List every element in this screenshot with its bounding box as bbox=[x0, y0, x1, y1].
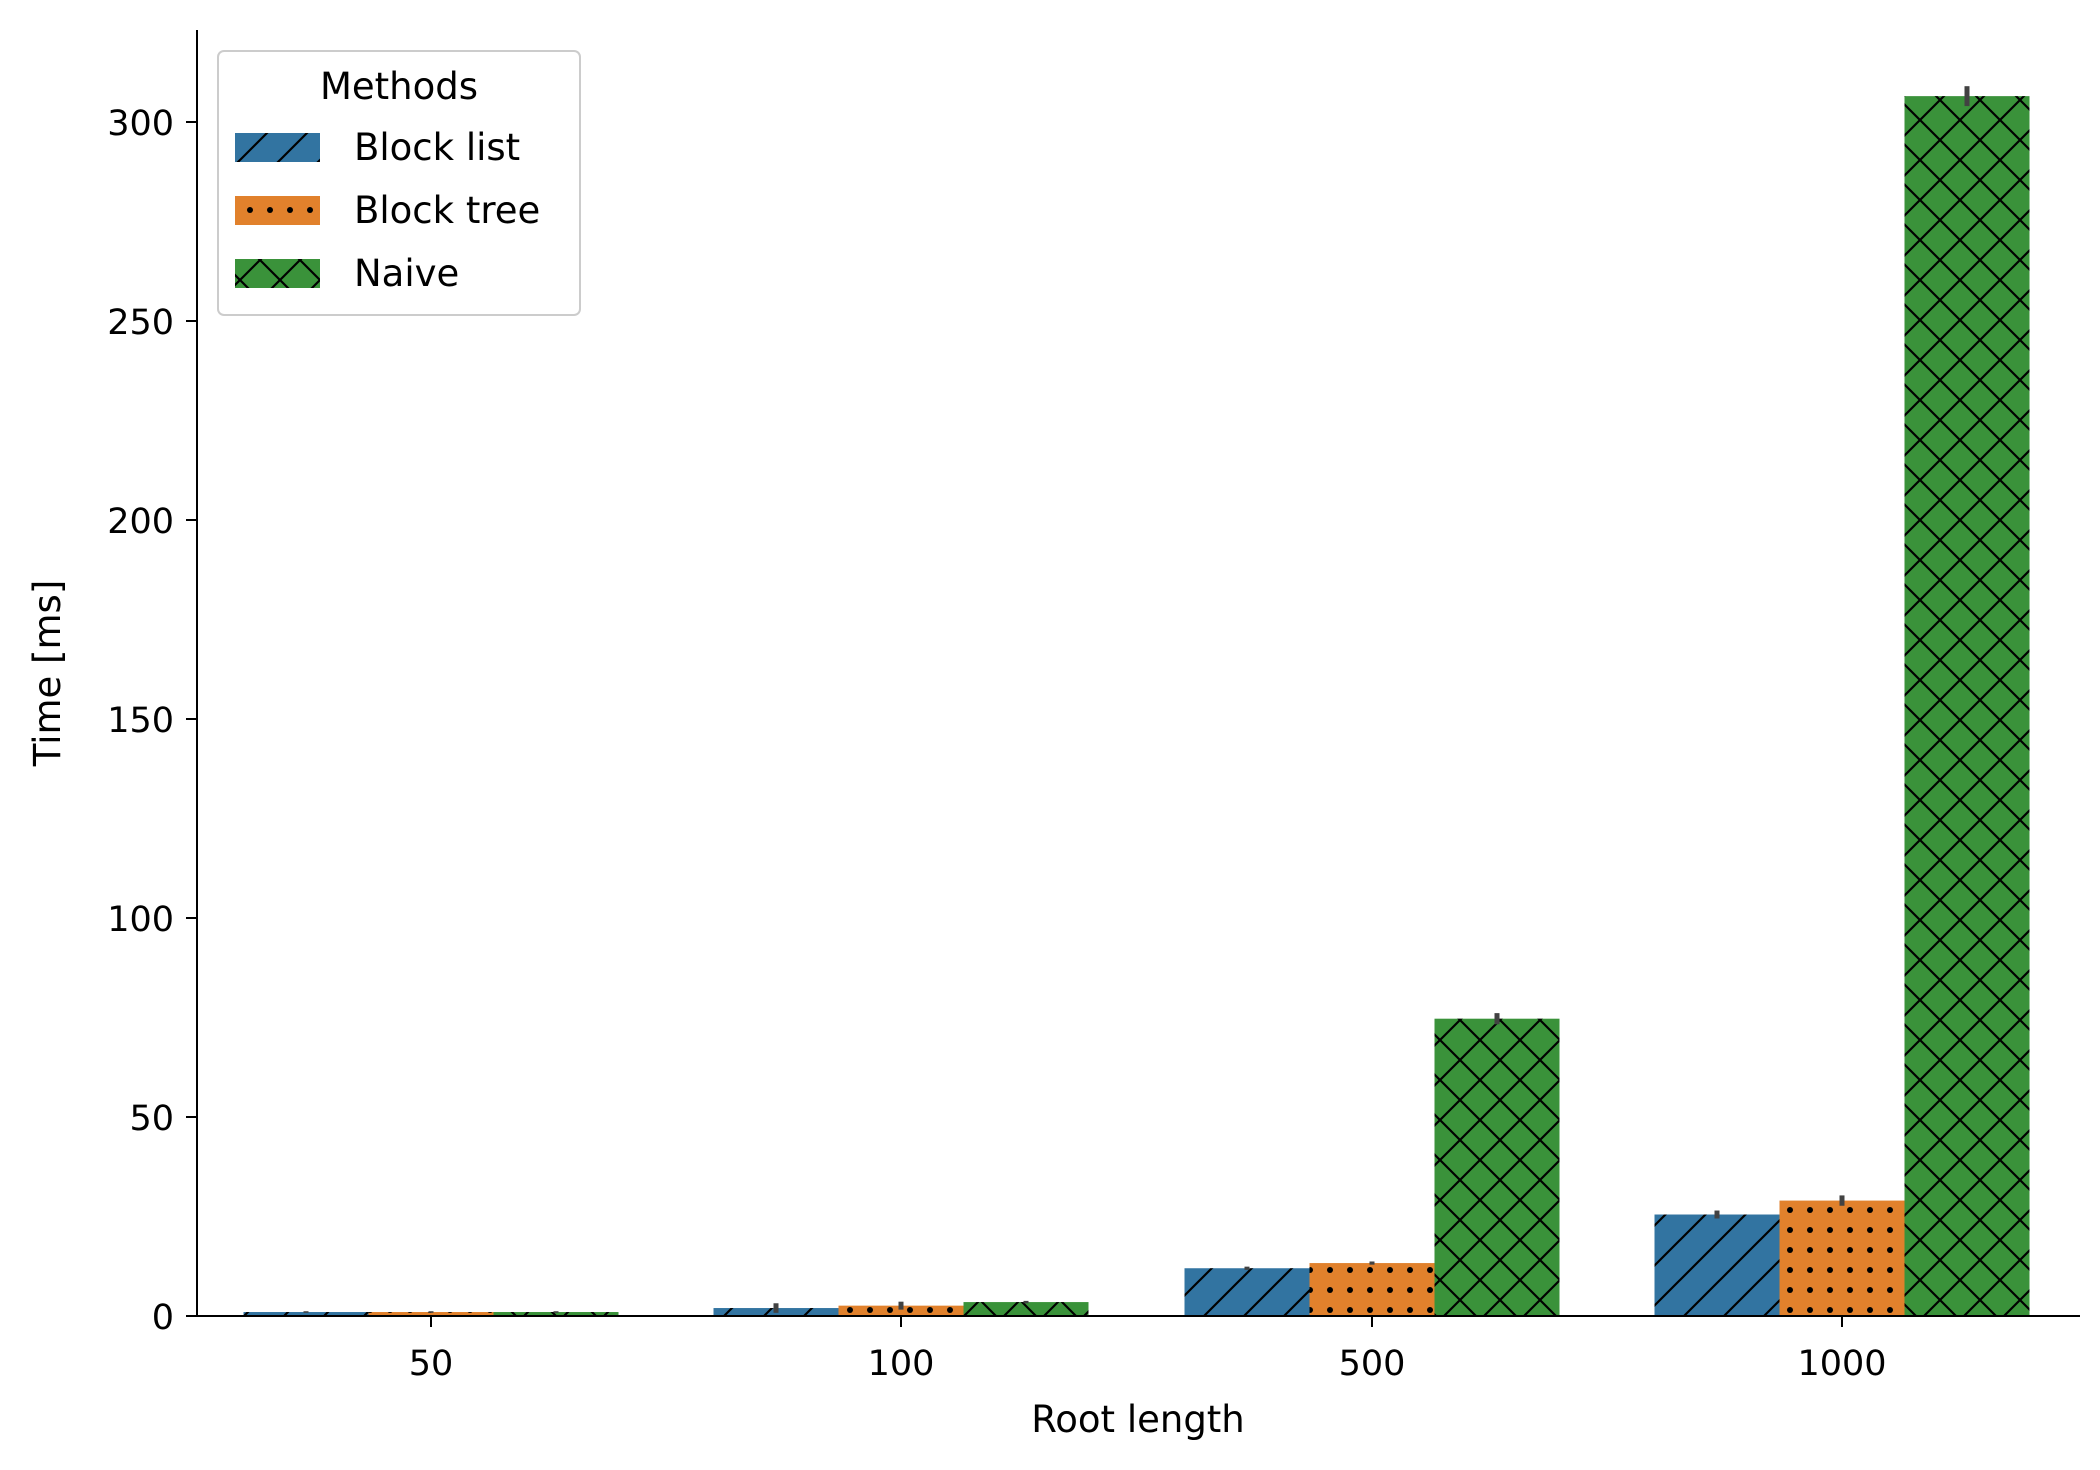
y-tick-label: 200 bbox=[107, 502, 174, 542]
legend-swatch-hatch bbox=[235, 133, 320, 162]
legend-swatch-hatch bbox=[235, 259, 320, 288]
bar-block-list-500 bbox=[1184, 1268, 1310, 1316]
x-ticks: 50 100 500 1000 bbox=[409, 1316, 1887, 1384]
bar-hatch bbox=[1654, 1214, 1780, 1316]
bar-hatch bbox=[1779, 1200, 1905, 1316]
bar-hatch bbox=[1904, 96, 2030, 1316]
y-tick-label: 300 bbox=[107, 104, 174, 144]
y-axis-label: Time [ms] bbox=[26, 580, 69, 768]
legend-frame bbox=[217, 50, 581, 316]
bar-naive-50 bbox=[493, 1312, 619, 1316]
bar-naive-1000 bbox=[1904, 96, 2030, 1316]
x-tick-label: 500 bbox=[1339, 1344, 1406, 1384]
bar-hatch bbox=[838, 1305, 964, 1316]
bar-naive-100 bbox=[963, 1302, 1089, 1316]
legend-label: Naive bbox=[354, 252, 459, 295]
bar-block-tree-1000 bbox=[1779, 1200, 1905, 1316]
legend-item-block-list: Block list bbox=[235, 126, 520, 169]
bar-hatch bbox=[243, 1312, 369, 1316]
legend-item-naive: Naive bbox=[235, 252, 459, 295]
y-tick-label: 250 bbox=[107, 303, 174, 343]
legend-label: Block list bbox=[354, 126, 520, 169]
x-axis-label: Root length bbox=[1031, 1398, 1245, 1441]
x-tick-label: 1000 bbox=[1797, 1344, 1886, 1384]
error-bars-layer bbox=[303, 86, 1970, 1313]
bar-block-list-50 bbox=[243, 1312, 369, 1316]
x-tick-label: 50 bbox=[409, 1344, 454, 1384]
legend-title: Methods bbox=[320, 65, 478, 108]
y-tick-label: 100 bbox=[107, 900, 174, 940]
bar-hatch bbox=[1309, 1263, 1435, 1316]
bar-block-tree-500 bbox=[1309, 1263, 1435, 1316]
legend-label: Block tree bbox=[354, 189, 540, 232]
y-tick-label: 50 bbox=[129, 1099, 174, 1139]
y-tick-label: 150 bbox=[107, 701, 174, 741]
bar-hatch bbox=[963, 1302, 1089, 1316]
bar-hatch bbox=[1184, 1268, 1310, 1316]
bar-naive-500 bbox=[1434, 1018, 1560, 1316]
bar-block-tree-100 bbox=[838, 1305, 964, 1316]
y-tick-label: 0 bbox=[152, 1298, 174, 1338]
bar-block-list-1000 bbox=[1654, 1214, 1780, 1316]
bar-hatch bbox=[493, 1312, 619, 1316]
legend-swatch-hatch bbox=[235, 196, 320, 225]
y-ticks: 0 50 100 150 200 250 300 bbox=[107, 104, 197, 1338]
bars-layer bbox=[243, 96, 2030, 1316]
axes bbox=[196, 30, 2080, 1317]
legend: Methods Block list Block tree Naive bbox=[217, 50, 581, 316]
bar-block-tree-50 bbox=[368, 1312, 494, 1316]
bar-hatch bbox=[1434, 1018, 1560, 1316]
legend-item-block-tree: Block tree bbox=[235, 189, 540, 232]
legend-items: Block list Block tree Naive bbox=[235, 126, 540, 295]
bar-hatch bbox=[368, 1312, 494, 1316]
x-tick-label: 100 bbox=[868, 1344, 935, 1384]
